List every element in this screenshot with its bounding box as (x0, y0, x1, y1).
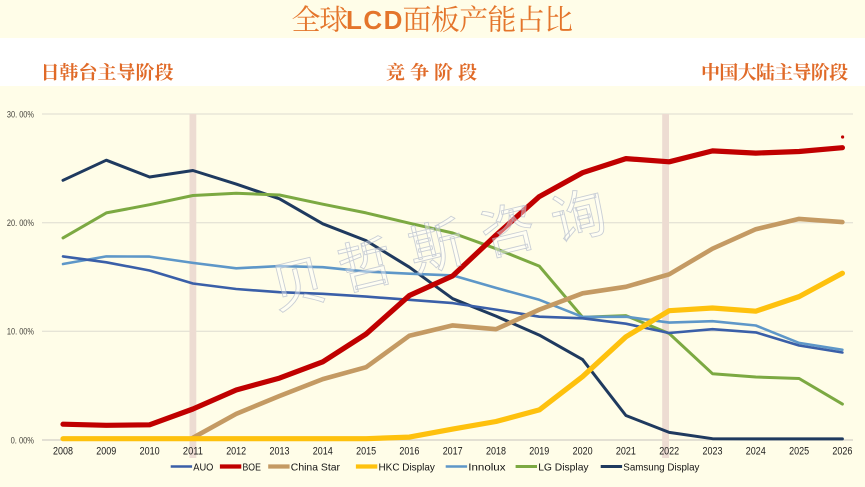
svg-text:2019: 2019 (529, 446, 549, 458)
svg-text:2011: 2011 (183, 446, 203, 458)
svg-text:2017: 2017 (443, 446, 463, 458)
svg-text:2024: 2024 (746, 446, 766, 458)
svg-text:2025: 2025 (789, 446, 809, 458)
svg-text:2008: 2008 (53, 446, 73, 458)
svg-text:Innolux: Innolux (468, 461, 506, 473)
svg-text:HKC Display: HKC Display (379, 461, 436, 473)
svg-text:10. 00%: 10. 00% (7, 327, 35, 338)
svg-text:2016: 2016 (399, 446, 419, 458)
svg-text:30. 00%: 30. 00% (7, 109, 35, 120)
svg-text:2013: 2013 (270, 446, 290, 458)
svg-text:LG Display: LG Display (538, 461, 589, 473)
svg-text:2022: 2022 (659, 446, 679, 458)
svg-text:2014: 2014 (313, 446, 333, 458)
svg-text:BOE: BOE (243, 461, 261, 473)
svg-text:2018: 2018 (486, 446, 506, 458)
svg-text:2015: 2015 (356, 446, 376, 458)
svg-text:China Star: China Star (291, 461, 341, 473)
svg-text:2009: 2009 (96, 446, 116, 458)
svg-text:2026: 2026 (832, 446, 852, 458)
svg-text:2020: 2020 (573, 446, 593, 458)
svg-text:20. 00%: 20. 00% (7, 218, 35, 229)
svg-text:2021: 2021 (616, 446, 636, 458)
svg-text:0. 00%: 0. 00% (11, 435, 35, 446)
svg-text:LCD: LCD (346, 5, 404, 35)
svg-text:2023: 2023 (703, 446, 723, 458)
svg-text:2012: 2012 (226, 446, 246, 458)
svg-text:2010: 2010 (140, 446, 160, 458)
svg-text:AUO: AUO (193, 461, 213, 473)
svg-text:Samsung Display: Samsung Display (623, 461, 700, 473)
